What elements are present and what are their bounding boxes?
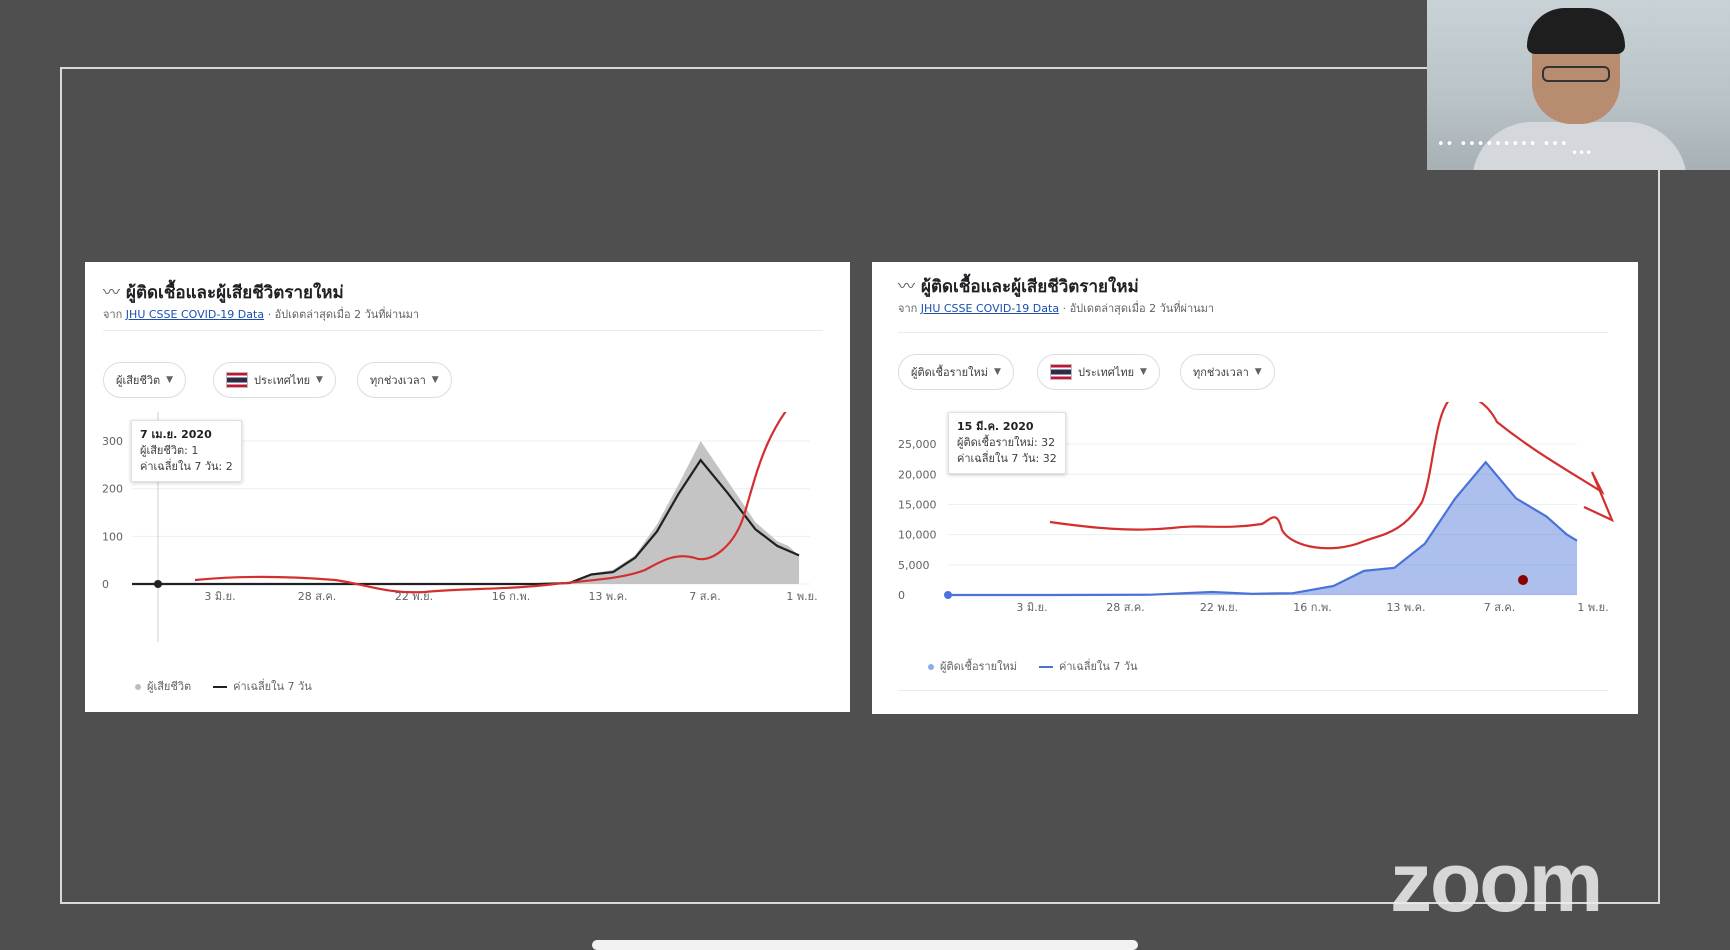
series-line bbox=[948, 460, 1578, 597]
y-tick-label: 200 bbox=[102, 483, 123, 496]
series-area bbox=[948, 462, 1577, 595]
chart-legend: ผู้เสียชีวิต ค่าเฉลี่ยใน 7 วัน bbox=[135, 677, 312, 695]
x-tick-label: 3 มิ.ย. bbox=[1016, 601, 1047, 614]
deaths-chart[interactable]: 0 100 200 300 3 มิ.ย. 28 ส.ค. 22 พ.ย. 16 ก.พ. 13… bbox=[85, 412, 850, 642]
x-tick-label: 13 พ.ค. bbox=[588, 590, 627, 603]
y-tick-label: 10,000 bbox=[898, 529, 937, 542]
participant-hair bbox=[1527, 8, 1625, 54]
x-tick-label: 28 ส.ค. bbox=[298, 590, 337, 603]
cases-chart[interactable]: 0 5,000 10,000 15,000 20,000 25,000 3 มิ.ย. 28 … bbox=[872, 402, 1638, 637]
trending-icon: 〰 bbox=[103, 283, 120, 303]
chart-legend: ผู้ติดเชื้อรายใหม่ ค่าเฉลี่ยใน 7 วัน bbox=[928, 657, 1138, 675]
caret-down-icon: ▼ bbox=[431, 375, 439, 385]
chart-source: จาก JHU CSSE COVID-19 Data · อัปเดตล่าสุ… bbox=[898, 302, 1215, 315]
y-tick-label: 25,000 bbox=[898, 438, 937, 451]
divider bbox=[103, 330, 823, 331]
divider bbox=[898, 690, 1608, 691]
x-tick-label: 7 ส.ค. bbox=[1484, 601, 1516, 614]
legend-swatch bbox=[928, 664, 934, 670]
chart-tooltip: 7 เม.ย. 2020 ผู้เสียชีวิต: 1 ค่าเฉลี่ยใน… bbox=[131, 420, 242, 482]
x-tick-label: 3 มิ.ย. bbox=[204, 590, 235, 603]
chart-tooltip: 15 มี.ค. 2020 ผู้ติดเชื้อรายใหม่: 32 ค่า… bbox=[948, 412, 1066, 474]
country-select[interactable]: ประเทศไทย ▼ bbox=[1037, 354, 1160, 390]
caret-down-icon: ▼ bbox=[1140, 367, 1147, 377]
chart-card-deaths: 〰ผู้ติดเชื้อและผู้เสียชีวิตรายใหม่ จาก J… bbox=[85, 262, 850, 712]
hover-point bbox=[944, 591, 952, 599]
participant-torso bbox=[1472, 122, 1687, 170]
y-tick-label: 0 bbox=[102, 578, 109, 591]
thailand-flag-icon bbox=[226, 372, 248, 388]
x-tick-label: 16 ก.พ. bbox=[492, 590, 530, 603]
legend-swatch bbox=[135, 684, 141, 690]
x-tick-label: 7 ส.ค. bbox=[689, 590, 721, 603]
caret-down-icon: ▼ bbox=[993, 367, 1001, 377]
y-tick-label: 5,000 bbox=[898, 559, 930, 572]
participant-name: •• ••••••••• ••• bbox=[1437, 137, 1569, 152]
legend-bars[interactable]: ผู้เสียชีวิต bbox=[135, 677, 191, 695]
x-tick-label: 1 พ.ย. bbox=[1577, 601, 1608, 614]
legend-avg[interactable]: ค่าเฉลี่ยใน 7 วัน bbox=[213, 677, 312, 695]
trending-icon: 〰 bbox=[898, 277, 915, 297]
hover-point bbox=[154, 580, 162, 588]
x-tick-label: 22 พ.ย. bbox=[395, 590, 433, 603]
chart-card-cases: 〰ผู้ติดเชื้อและผู้เสียชีวิตรายใหม่ จาก J… bbox=[872, 262, 1638, 714]
y-tick-label: 20,000 bbox=[898, 468, 937, 481]
y-tick-label: 15,000 bbox=[898, 498, 937, 511]
x-tick-label: 28 ส.ค. bbox=[1106, 601, 1145, 614]
metric-select[interactable]: ผู้ติดเชื้อรายใหม่ ▼ bbox=[898, 354, 1014, 390]
zoom-watermark: zoom bbox=[1390, 835, 1603, 929]
more-options-icon[interactable]: ••• bbox=[1571, 146, 1593, 160]
x-tick-label: 16 ก.พ. bbox=[1293, 601, 1331, 614]
caret-down-icon: ▼ bbox=[316, 375, 323, 385]
x-tick-label: 1 พ.ย. bbox=[786, 590, 817, 603]
source-link[interactable]: JHU CSSE COVID-19 Data bbox=[125, 308, 265, 321]
screen-share-frame bbox=[60, 67, 1660, 904]
annotation-dot bbox=[1518, 575, 1528, 585]
series-area bbox=[132, 441, 800, 584]
legend-swatch bbox=[213, 686, 228, 688]
legend-avg[interactable]: ค่าเฉลี่ยใน 7 วัน bbox=[1038, 657, 1138, 675]
bottom-toolbar[interactable] bbox=[592, 940, 1138, 950]
y-tick-label: 100 bbox=[102, 530, 123, 543]
divider bbox=[898, 332, 1608, 333]
chart-source: จาก JHU CSSE COVID-19 Data · อัปเดตล่าสุ… bbox=[103, 308, 420, 321]
x-tick-label: 22 พ.ย. bbox=[1200, 601, 1238, 614]
range-select[interactable]: ทุกช่วงเวลา ▼ bbox=[1180, 354, 1275, 390]
y-tick-label: 300 bbox=[102, 435, 123, 448]
thailand-flag-icon bbox=[1050, 364, 1072, 380]
red-annotation bbox=[194, 412, 787, 594]
red-annotation bbox=[1049, 402, 1615, 550]
y-tick-label: 0 bbox=[898, 589, 905, 602]
legend-bars[interactable]: ผู้ติดเชื้อรายใหม่ bbox=[928, 657, 1017, 675]
range-select[interactable]: ทุกช่วงเวลา ▼ bbox=[357, 362, 452, 398]
country-select[interactable]: ประเทศไทย ▼ bbox=[213, 362, 336, 398]
source-link[interactable]: JHU CSSE COVID-19 Data bbox=[920, 302, 1060, 315]
participant-video[interactable]: •• ••••••••• ••• ••• bbox=[1427, 0, 1730, 170]
chart-title: 〰ผู้ติดเชื้อและผู้เสียชีวิตรายใหม่ bbox=[103, 283, 344, 303]
caret-down-icon: ▼ bbox=[166, 375, 174, 385]
chart-title: 〰ผู้ติดเชื้อและผู้เสียชีวิตรายใหม่ bbox=[898, 277, 1139, 297]
x-tick-label: 13 พ.ค. bbox=[1386, 601, 1425, 614]
participant-glasses bbox=[1542, 66, 1610, 82]
caret-down-icon: ▼ bbox=[1254, 367, 1262, 377]
legend-swatch bbox=[1038, 666, 1053, 668]
metric-select[interactable]: ผู้เสียชีวิต ▼ bbox=[103, 362, 187, 398]
series-line bbox=[132, 458, 800, 586]
